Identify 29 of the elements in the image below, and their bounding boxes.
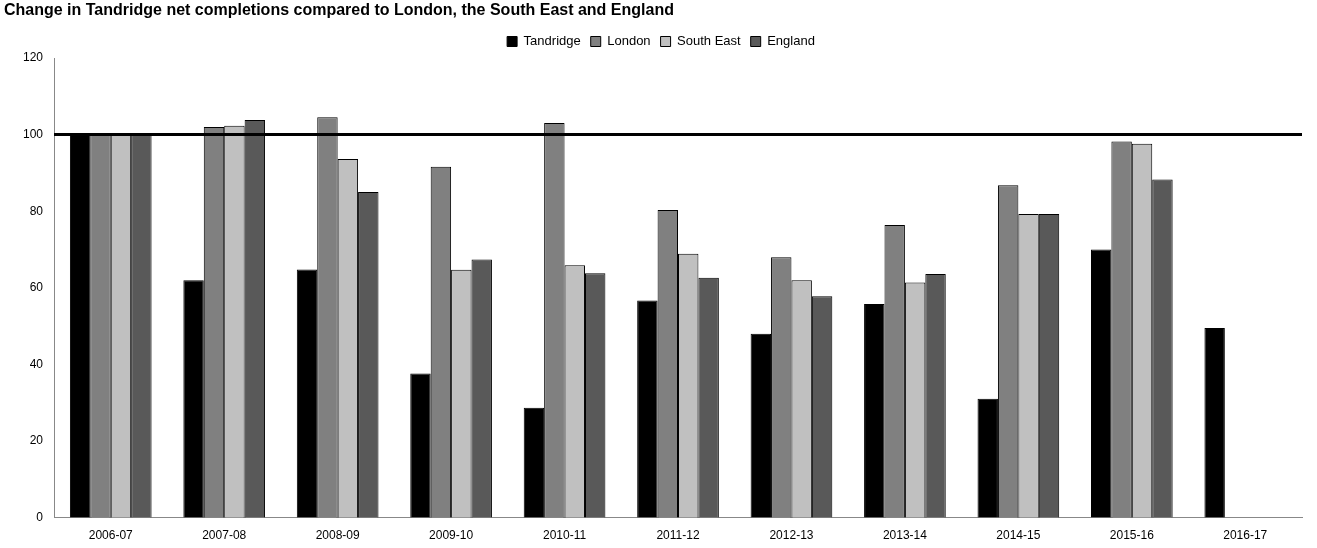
x-tick-label: 2011-12 [656,528,700,543]
y-tick-label: 120 [22,50,44,65]
y-tick-label: 40 [29,356,44,371]
bar [750,333,772,518]
x-tick-label: 2014-15 [996,528,1041,543]
y-tick-label: 20 [29,433,44,448]
x-tick-label: 2009-10 [429,528,474,543]
x-tick-label: 2016-17 [1223,528,1268,543]
x-tick-label: 2012-13 [769,528,814,543]
x-tick-label: 2006-07 [88,528,134,543]
legend-label: Tandridge [523,33,581,49]
legend-label: South East [677,33,742,49]
y-tick-label: 80 [29,203,44,218]
x-tick-label: 2013-14 [882,528,928,543]
chart-title: Change in Tandridge net completions compared to London, the South East and England [3,0,675,20]
y-tick-label: 60 [29,280,44,295]
x-tick-label: 2007-08 [202,528,247,543]
x-tick-label: 2008-09 [315,528,360,543]
bar [864,303,885,518]
legend-label: London [607,33,651,49]
bar [296,269,318,518]
legend-label: England [767,33,815,49]
bar [523,407,545,518]
y-tick-label: 100 [22,126,44,141]
bar [1204,328,1225,518]
x-tick-label: 2015-16 [1109,528,1155,543]
x-tick-label: 2010-11 [542,528,587,543]
bar [1090,249,1112,518]
y-tick-label: 0 [36,509,44,524]
